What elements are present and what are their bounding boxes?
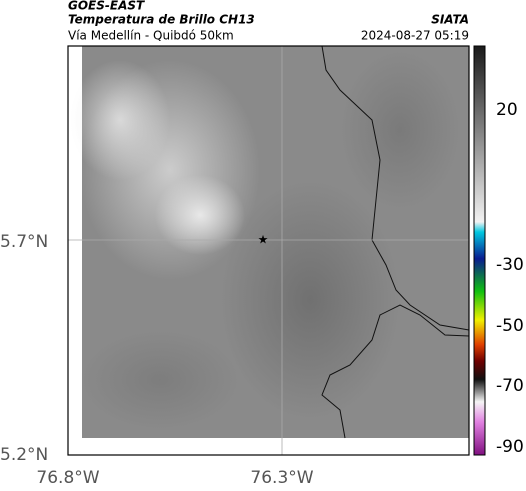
map-frame bbox=[67, 45, 470, 456]
colorbar-label: 20 bbox=[496, 100, 518, 120]
colorbar bbox=[473, 45, 486, 456]
subtitle: Temperatura de Brillo CH13 bbox=[68, 13, 255, 27]
coastline bbox=[321, 45, 470, 439]
lat-label: 5.2°N bbox=[0, 445, 48, 465]
title: GOES-EAST bbox=[68, 0, 145, 13]
satellite-image bbox=[70, 46, 469, 438]
lat-label: 5.7°N bbox=[0, 232, 48, 252]
station-marker: ★ bbox=[258, 233, 269, 247]
source: SIATA bbox=[431, 13, 469, 27]
colorbar-label: -90 bbox=[496, 437, 524, 457]
timestamp: 2024-08-27 05:19 bbox=[361, 29, 469, 43]
lon-label: 76.3°W bbox=[250, 468, 313, 488]
lon-label: 76.8°W bbox=[36, 468, 99, 488]
colorbar-label: -50 bbox=[496, 316, 524, 336]
location: Vía Medellín - Quibdó 50km bbox=[68, 29, 234, 43]
colorbar-label: -70 bbox=[496, 376, 524, 396]
colorbar-label: -30 bbox=[496, 255, 524, 275]
